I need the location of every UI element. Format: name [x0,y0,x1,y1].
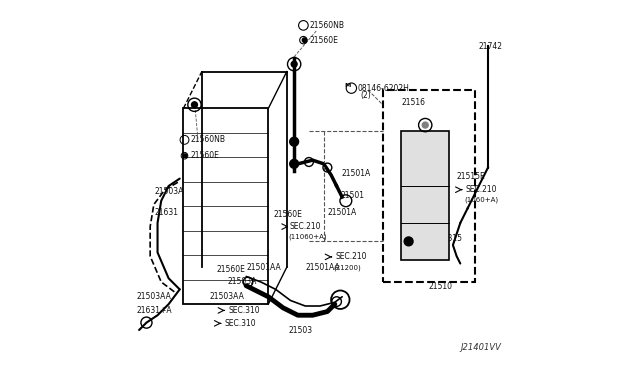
Text: 21560NB: 21560NB [190,135,225,144]
Text: SEC.310: SEC.310 [225,319,257,328]
Circle shape [184,154,187,158]
Text: 21501AA: 21501AA [246,263,281,272]
Circle shape [290,160,299,168]
Text: 21516: 21516 [401,99,425,108]
Text: 21503AA: 21503AA [209,292,244,301]
Text: 08146-6202H: 08146-6202H [358,84,410,93]
Circle shape [290,137,299,146]
Text: 21560E: 21560E [190,151,219,160]
Bar [184,109,268,304]
Text: SEC.210: SEC.210 [335,252,367,262]
Text: 21501: 21501 [340,191,364,200]
Text: (11060+A): (11060+A) [288,234,326,240]
Text: 21503: 21503 [289,326,313,335]
Text: J21401VV: J21401VV [460,343,501,352]
Text: 21560E: 21560E [273,210,302,219]
Text: 21510: 21510 [428,282,452,291]
Text: M: M [344,83,351,88]
Text: 21560E: 21560E [310,36,339,45]
Text: 21501A: 21501A [328,208,356,217]
Text: 21560E: 21560E [216,264,246,273]
Text: SEC.210: SEC.210 [289,222,321,231]
Bar [401,131,449,260]
Text: (2): (2) [360,91,371,100]
Circle shape [302,38,307,42]
Circle shape [291,61,297,67]
Circle shape [191,102,197,108]
Text: 21501AA: 21501AA [305,263,340,272]
Text: 21503A: 21503A [228,278,257,286]
Circle shape [422,122,428,128]
Text: (21200): (21200) [333,265,361,271]
Text: 21560NB: 21560NB [310,21,345,30]
Text: 21631: 21631 [155,208,179,217]
Text: SEC.210: SEC.210 [466,185,497,194]
Text: 21742: 21742 [479,42,503,51]
Text: 21315: 21315 [438,234,462,243]
Text: SEC.310: SEC.310 [228,306,260,315]
Text: 21515E: 21515E [456,172,485,181]
Text: 21631+A: 21631+A [136,306,172,315]
Text: 21503A: 21503A [155,187,184,196]
Circle shape [404,237,413,246]
Bar [383,90,475,282]
Text: 21501A: 21501A [341,169,371,178]
Text: (1060+A): (1060+A) [464,197,498,203]
Text: 21503AA: 21503AA [136,292,171,301]
